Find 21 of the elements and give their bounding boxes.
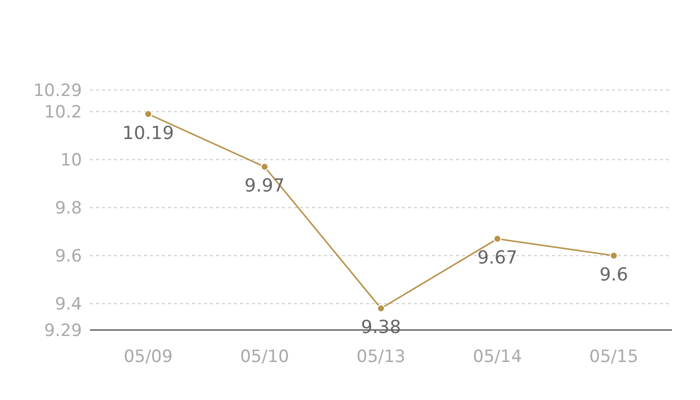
x-tick-label: 05/10 [240,347,290,368]
y-tick-label: 10 [60,150,82,171]
x-tick-label: 05/09 [124,347,173,368]
y-tick-label: 9.6 [54,246,82,267]
x-tick-label: 05/13 [356,347,406,368]
y-tick-label: 9.29 [44,321,82,342]
data-label: 9.67 [477,248,518,269]
y-tick-label: 9.4 [54,294,82,315]
data-label: 9.97 [244,176,285,197]
y-tick-label: 10.2 [44,102,82,123]
point [144,110,152,118]
point [260,162,269,171]
data-label: 10.19 [122,122,174,144]
x-tick-label: 05/14 [472,347,522,368]
data-label: 9.6 [599,264,628,286]
y-tick-label: 10.29 [33,81,82,102]
point [377,304,385,312]
point [610,252,618,260]
y-tick-label: 9.8 [54,198,82,219]
point [493,234,502,243]
x-tick-label: 05/15 [589,347,638,368]
